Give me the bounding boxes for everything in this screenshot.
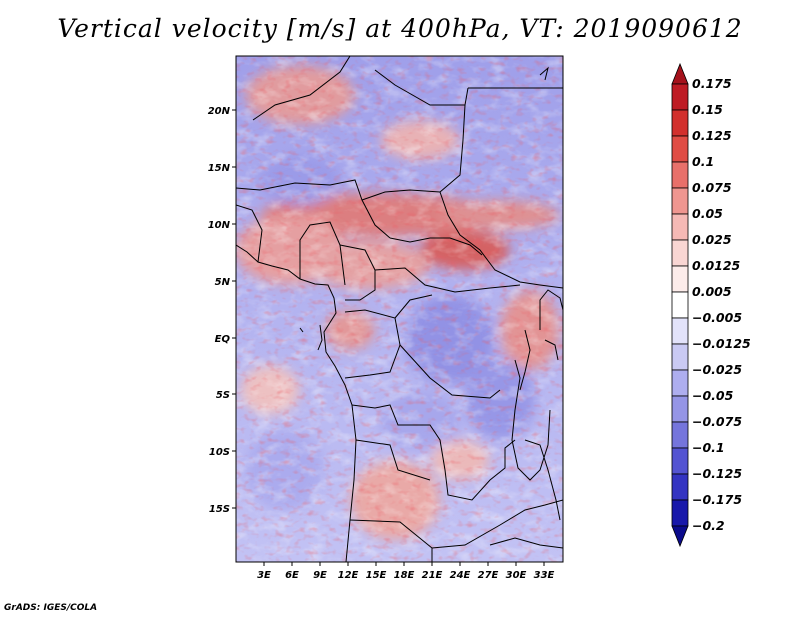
colorbar-swatch bbox=[671, 239, 689, 267]
colorbar-label: −0.1 bbox=[692, 440, 725, 455]
colorbar-label: 0.125 bbox=[692, 128, 732, 143]
colorbar-swatch bbox=[671, 187, 689, 215]
lat-tick-label: EQ bbox=[215, 334, 231, 345]
lat-tick-label: 15N bbox=[208, 163, 231, 174]
latitude-axis bbox=[232, 109, 236, 509]
colorbar-label: −0.2 bbox=[692, 518, 725, 533]
lon-tick-label: 3E bbox=[257, 570, 271, 581]
lat-tick-label: 10S bbox=[209, 447, 230, 458]
colorbar-label: 0.1 bbox=[692, 154, 714, 169]
lon-tick-label: 21E bbox=[422, 570, 443, 581]
colorbar-label: −0.075 bbox=[692, 414, 742, 429]
colorbar-label: 0.05 bbox=[692, 206, 723, 221]
colorbar-label: −0.05 bbox=[692, 388, 734, 403]
colorbar-swatch bbox=[671, 369, 689, 397]
map-title: Vertical velocity [m/s] at 400hPa, VT: 2… bbox=[57, 14, 743, 43]
lon-tick-label: 30E bbox=[506, 570, 527, 581]
colorbar-label: −0.005 bbox=[692, 310, 742, 325]
colorbar-swatch bbox=[671, 447, 689, 475]
colorbar-label: −0.025 bbox=[692, 362, 742, 377]
coastlines-and-borders bbox=[236, 56, 563, 562]
colorbar-min-arrow bbox=[671, 525, 689, 548]
longitude-axis bbox=[263, 562, 545, 566]
colorbar-swatch bbox=[671, 213, 689, 241]
lat-tick-label: 5S bbox=[216, 390, 230, 401]
lat-tick-label: 20N bbox=[208, 106, 231, 117]
colorbar-swatch bbox=[671, 473, 689, 501]
colorbar-label: −0.125 bbox=[692, 466, 742, 481]
colorbar-swatch bbox=[671, 395, 689, 423]
colorbar-label: 0.005 bbox=[692, 284, 732, 299]
lon-tick-label: 9E bbox=[313, 570, 327, 581]
lon-tick-label: 12E bbox=[338, 570, 359, 581]
colorbar-label: 0.175 bbox=[692, 76, 732, 91]
lon-tick-label: 24E bbox=[450, 570, 471, 581]
colorbar-swatch bbox=[671, 499, 689, 527]
grads-credit: GrADS: IGES/COLA bbox=[4, 603, 98, 613]
plot-frame bbox=[235, 55, 564, 563]
colorbar-label: 0.075 bbox=[692, 180, 732, 195]
colorbar: 0.175 0.15 0.125 0.1 0.075 0.05 0.025 0.0125 0.0… bbox=[671, 62, 751, 548]
lat-tick-label: 5N bbox=[215, 277, 231, 288]
colorbar-swatch bbox=[671, 343, 689, 371]
colorbar-swatch bbox=[671, 421, 689, 449]
lon-tick-label: 15E bbox=[366, 570, 387, 581]
colorbar-max-arrow bbox=[671, 62, 689, 85]
colorbar-label: −0.175 bbox=[692, 492, 742, 507]
colorbar-swatch bbox=[671, 83, 689, 111]
velocity-field bbox=[236, 56, 563, 562]
colorbar-label: −0.0125 bbox=[692, 336, 751, 351]
colorbar-swatch bbox=[671, 109, 689, 137]
lat-tick-label: 10N bbox=[208, 220, 231, 231]
lon-tick-label: 33E bbox=[534, 570, 555, 581]
colorbar-swatch bbox=[671, 265, 689, 293]
colorbar-swatch bbox=[671, 135, 689, 163]
lon-tick-label: 18E bbox=[394, 570, 415, 581]
colorbar-swatch bbox=[671, 291, 689, 319]
colorbar-swatch bbox=[671, 317, 689, 345]
colorbar-label: 0.025 bbox=[692, 232, 732, 247]
colorbar-swatch bbox=[671, 161, 689, 189]
lon-tick-label: 6E bbox=[285, 570, 299, 581]
colorbar-label: 0.15 bbox=[692, 102, 723, 117]
lon-tick-label: 27E bbox=[478, 570, 499, 581]
colorbar-label: 0.0125 bbox=[692, 258, 741, 273]
lat-tick-label: 15S bbox=[209, 504, 230, 515]
